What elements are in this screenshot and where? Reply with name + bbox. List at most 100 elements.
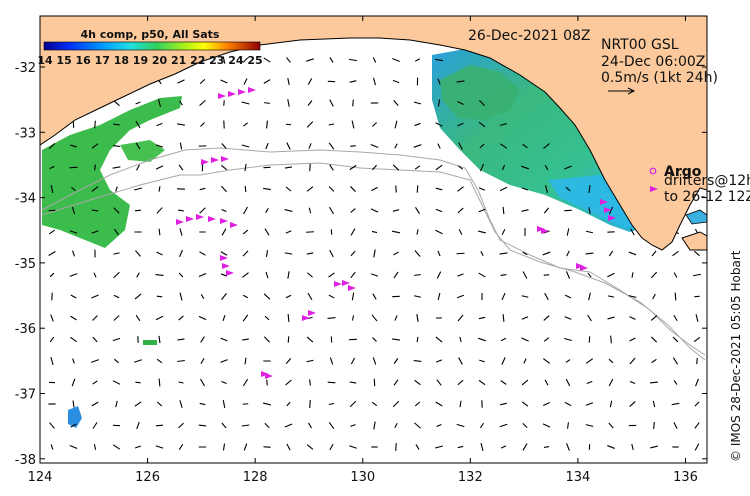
current-vector	[371, 122, 378, 127]
current-vector	[221, 422, 227, 429]
drifter-marker	[580, 265, 588, 271]
current-vector	[628, 295, 637, 298]
current-vector	[286, 443, 291, 451]
current-vector	[244, 185, 247, 193]
current-vector	[393, 271, 399, 279]
current-vector	[112, 380, 121, 385]
current-vector	[329, 249, 334, 258]
current-vector	[112, 145, 121, 147]
current-vector	[115, 400, 118, 408]
current-vector	[115, 186, 118, 192]
current-vector	[608, 250, 614, 257]
current-vector	[416, 314, 419, 322]
current-vector	[373, 249, 376, 258]
current-vector	[114, 228, 119, 236]
current-vector	[329, 99, 334, 107]
current-vector	[92, 422, 98, 429]
current-vector	[328, 142, 335, 150]
current-vector	[220, 79, 228, 84]
drifter-marker	[334, 281, 342, 287]
colorbar-label: 23	[209, 54, 224, 67]
current-vector	[502, 314, 505, 322]
current-vector	[329, 357, 334, 365]
drifter-marker	[238, 89, 246, 95]
current-vector	[607, 445, 615, 449]
current-vector	[500, 445, 507, 449]
current-vector	[265, 271, 269, 279]
drifter-marker	[541, 228, 549, 234]
current-vector	[458, 229, 463, 235]
current-vector	[263, 57, 271, 63]
drifter-marker	[600, 199, 608, 205]
current-vector	[585, 252, 594, 255]
current-vector	[544, 292, 549, 301]
current-vector	[565, 186, 571, 192]
current-vector	[264, 422, 270, 429]
current-vector	[542, 251, 551, 256]
current-vector	[456, 80, 465, 83]
current-vector	[628, 251, 637, 256]
current-vector	[287, 99, 290, 107]
current-vector	[414, 422, 421, 429]
current-vector	[435, 208, 443, 213]
current-vector	[136, 164, 140, 171]
current-vector	[284, 166, 293, 169]
colorbar-label: 21	[171, 54, 186, 67]
colorbar: 4h comp, p50, All Sats 14 15 16 17 18 19 20 21 2…	[37, 28, 262, 67]
current-vector	[373, 421, 376, 430]
current-vector	[155, 445, 164, 449]
current-vector	[630, 228, 635, 236]
current-vector	[49, 272, 55, 278]
current-vector	[48, 251, 56, 256]
lon-axis: 124 126 128 130 132 134 136	[28, 16, 698, 485]
current-vector	[198, 315, 207, 321]
current-vector	[565, 378, 571, 387]
current-vector	[351, 315, 355, 321]
current-vector	[263, 293, 271, 300]
current-vector	[220, 251, 228, 256]
current-vector	[48, 143, 56, 149]
current-vector	[265, 208, 269, 213]
current-vector	[48, 229, 56, 235]
lat-tick-label: -33	[15, 126, 36, 141]
current-vector	[222, 56, 226, 64]
current-vector	[200, 294, 205, 299]
current-vector	[178, 422, 184, 429]
current-vector	[286, 401, 291, 407]
current-vector	[50, 185, 54, 193]
current-vector	[155, 424, 164, 427]
lon-tick-label: 130	[350, 470, 375, 485]
current-vector	[242, 272, 249, 278]
current-vector	[500, 337, 507, 342]
kangaroo-island	[681, 231, 707, 251]
current-vector	[436, 423, 442, 428]
current-vector	[177, 338, 185, 341]
current-vector	[391, 230, 401, 234]
current-vector	[158, 186, 161, 192]
current-vector	[72, 400, 75, 408]
current-vector	[542, 358, 551, 364]
current-vector	[179, 292, 183, 301]
current-vector	[352, 99, 354, 107]
current-vector	[585, 424, 594, 427]
current-vector	[307, 292, 313, 301]
current-vector	[112, 337, 121, 342]
current-vector	[501, 292, 506, 301]
current-vector	[309, 399, 311, 409]
drifter-marker	[302, 315, 310, 321]
current-vector	[134, 401, 142, 407]
current-vector	[372, 337, 377, 342]
current-vector	[242, 378, 249, 387]
current-vector	[327, 381, 336, 384]
drifter-marker	[348, 285, 356, 291]
current-vector	[242, 294, 249, 299]
lon-tick-label: 128	[243, 470, 268, 485]
current-vector	[651, 250, 657, 257]
current-vector	[415, 444, 420, 450]
current-vector	[285, 294, 292, 299]
current-vector	[350, 228, 356, 236]
current-vector	[69, 166, 78, 169]
current-vector	[586, 230, 593, 234]
current-vector	[158, 335, 161, 344]
current-vector	[328, 186, 335, 192]
